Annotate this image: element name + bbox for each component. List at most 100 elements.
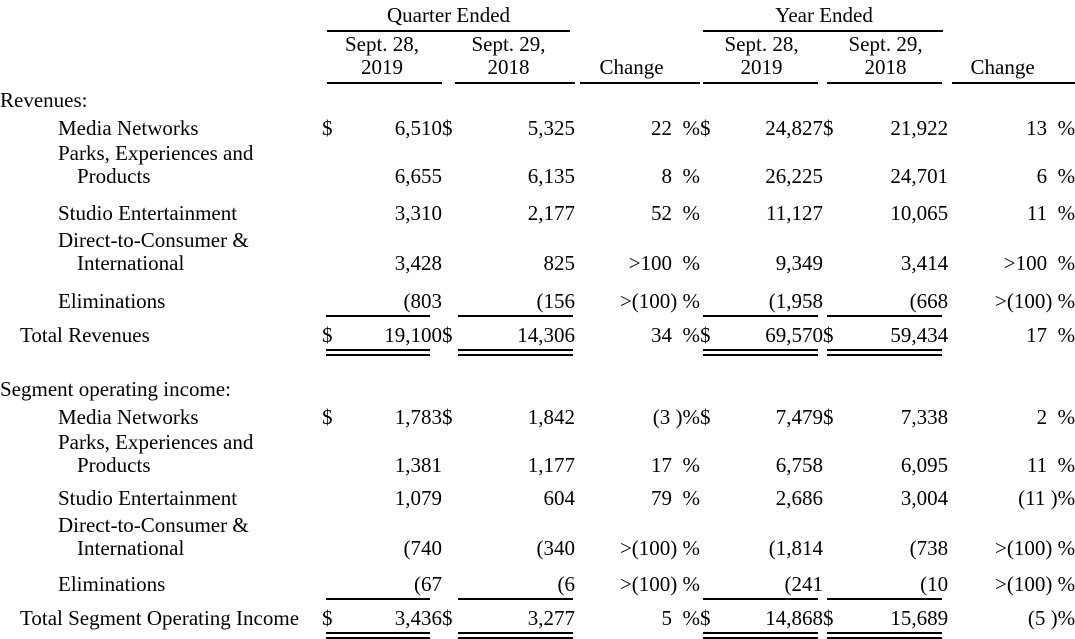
amount-cell: 3,310 [350,188,442,225]
column-underline [455,82,576,84]
amount-cell: 24,701 [859,140,948,188]
period-group-cell: Quarter Ended [322,0,575,32]
dollar-sign-cell [322,275,350,313]
dollar-sign: $ [823,323,834,347]
change-cell: 79 % [575,477,700,510]
column-underline [827,82,943,84]
change-column-header-cell: Change [948,32,1075,84]
amount-cell: 14,306 [483,321,575,347]
row-label-line: Studio Entertainment [58,201,238,225]
single-rule [827,315,943,317]
amount-cell: (1,814) [736,510,823,560]
change-value: >(100) % [619,536,701,560]
row-label-line: Media Networks [58,116,199,140]
change-value: 17 % [651,453,701,477]
rule-cell [823,630,948,639]
amount-cell: 59,434 [859,321,948,347]
amount-value: 5,325 [527,116,576,140]
change-value: 13 % [1026,116,1075,140]
line-item-row: Direct-to-Consumer & International 3,428 82… [0,225,1075,275]
dollar-sign-cell: $ [823,112,859,140]
amount-cell: (10) [859,560,948,596]
rule-spacer-cell [0,630,322,639]
dollar-sign-cell [322,429,350,477]
double-rule [827,632,943,639]
amount-cell: 10,065 [859,188,948,225]
amount-cell: 6,095 [859,429,948,477]
change-cell: 17 % [948,321,1075,347]
amount-value: (1,814) [768,536,824,560]
change-value: 11 % [1026,201,1075,225]
line-item-label: Direct-to-Consumer & International [0,514,322,560]
row-label-cell: Direct-to-Consumer & International [0,225,322,275]
amount-cell: 1,177 [483,429,575,477]
amount-cell: 2,177 [483,188,575,225]
dollar-sign: $ [823,606,834,630]
rule-cell [442,630,575,639]
period-group-label: Year Ended [775,3,873,27]
amount-value: (738) [909,536,949,560]
rule-cell [823,313,948,321]
amount-value: 6,510 [394,116,442,140]
line-item-row: Parks, Experiences and Products 1,381 1,177… [0,429,1075,477]
dollar-sign: $ [823,405,834,429]
amount-cell: 15,689 [859,604,948,630]
rule-cell [823,596,948,604]
change-cell: 11 % [948,188,1075,225]
amount-cell: (1,958) [736,275,823,313]
dollar-sign-cell: $ [823,321,859,347]
total-row-label: Total Segment Operating Income [0,607,322,630]
dollar-sign: $ [823,116,834,140]
amount-cell: 21,922 [859,112,948,140]
amount-cell: (67) [350,560,442,596]
amount-cell: 6,758 [736,429,823,477]
row-label-cell: Parks, Experiences and Products [0,429,322,477]
section-heading-cell: Revenues: [0,84,1075,112]
dollar-sign-cell [700,429,736,477]
dollar-sign-cell [442,225,483,275]
amount-value: 24,701 [890,164,949,188]
amount-cell: 3,004 [859,477,948,510]
dollar-sign-cell [823,188,859,225]
section-heading-row: Revenues: [0,84,1075,112]
header-spacer-cell [0,0,322,32]
change-value: >100 % [628,251,701,275]
amount-value: (803) [403,289,443,313]
line-item-label: Eliminations [0,573,322,596]
amount-cell: 3,428 [350,225,442,275]
change-value: 6 % [1036,164,1075,188]
row-label-cell: Media Networks [0,112,322,140]
header-spacer-cell [575,0,700,32]
change-cell: 17 % [575,429,700,477]
amount-cell: 69,570 [736,321,823,347]
amount-value: 1,177 [527,453,576,477]
dollar-sign: $ [322,606,333,630]
amount-cell: 1,783 [350,401,442,429]
total-row-label: Total Revenues [0,324,322,347]
dollar-sign: $ [442,116,453,140]
amount-value: 6,135 [527,164,576,188]
change-value: >(100) % [619,572,701,596]
amount-value: 24,827 [765,116,824,140]
dollar-sign: $ [442,323,453,347]
dollar-sign-cell [700,140,736,188]
row-label-line: Total Segment Operating Income [20,606,300,630]
double-rule [326,632,430,639]
single-rule [827,598,943,600]
change-value: 34 % [651,323,701,347]
dollar-sign-cell [823,560,859,596]
section-spacer-cell [0,357,1075,373]
amount-cell: (740) [350,510,443,560]
section-heading: Segment operating income: [0,377,231,401]
amount-value: 10,065 [890,201,949,225]
change-cell: 6 % [948,140,1075,188]
period-group-cell: Year Ended [700,0,948,32]
change-cell: (11 )% [948,477,1075,510]
amount-cell: (241) [736,560,824,596]
rule-spacer-cell [0,596,322,604]
amount-value: (668) [909,289,949,313]
dollar-sign-cell [442,560,483,596]
amount-value: 11,127 [766,201,824,225]
change-column-header-cell: Change [575,32,701,84]
rule-spacer-cell [0,347,322,357]
